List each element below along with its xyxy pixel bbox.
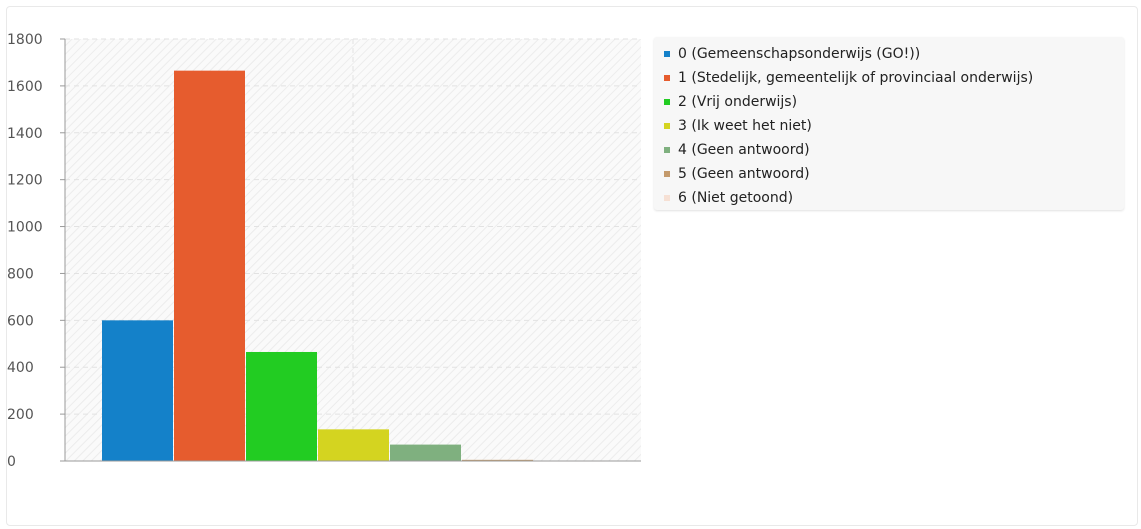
legend-item-1[interactable]: 1 (Stedelijk, gemeentelijk of provinciaa…	[664, 66, 1124, 90]
y-tick-label: 1400	[7, 126, 43, 142]
gridlines	[65, 38, 641, 461]
y-tick-label: 1800	[7, 32, 43, 48]
bar-3[interactable]	[318, 429, 389, 461]
y-tick-label: 600	[7, 313, 34, 329]
legend-swatch	[664, 51, 670, 57]
legend: 0 (Gemeenschapsonderwijs (GO!)) 1 (Stedel…	[654, 37, 1124, 210]
axes	[64, 39, 641, 462]
legend-label: 4 (Geen antwoord)	[678, 142, 810, 158]
legend-swatch	[664, 195, 670, 201]
y-tick-label: 0	[7, 454, 16, 470]
y-tick-label: 200	[7, 407, 34, 423]
y-tick-label: 1600	[7, 79, 43, 95]
legend-label: 1 (Stedelijk, gemeentelijk of provinciaa…	[678, 70, 1034, 86]
bar-1[interactable]	[174, 70, 245, 462]
legend-swatch	[664, 99, 670, 105]
legend-label: 2 (Vrij onderwijs)	[678, 94, 798, 110]
legend-swatch	[664, 147, 670, 153]
y-tick-label: 1000	[7, 220, 43, 236]
legend-item-6[interactable]: 6 (Niet getoond)	[664, 186, 1124, 210]
legend-item-2[interactable]: 2 (Vrij onderwijs)	[664, 90, 1124, 114]
bar-5[interactable]	[462, 459, 533, 461]
y-tick-label: 800	[7, 266, 34, 282]
legend-swatch	[664, 75, 670, 81]
bar-4[interactable]	[390, 444, 461, 461]
legend-label: 5 (Geen antwoord)	[678, 166, 810, 182]
legend-label: 6 (Niet getoond)	[678, 190, 794, 206]
legend-item-0[interactable]: 0 (Gemeenschapsonderwijs (GO!))	[664, 42, 1124, 66]
legend-label: 0 (Gemeenschapsonderwijs (GO!))	[678, 46, 921, 62]
bar-0[interactable]	[102, 320, 173, 461]
legend-swatch	[664, 171, 670, 177]
bar-2[interactable]	[246, 351, 317, 461]
y-axis-ticks: 0 200 400 600 800 1000 1200 1400 1600 1800	[7, 32, 65, 470]
legend-label: 3 (Ik weet het niet)	[678, 118, 812, 134]
bars	[102, 70, 605, 462]
legend-item-3[interactable]: 3 (Ik weet het niet)	[664, 114, 1124, 138]
legend-swatch	[664, 123, 670, 129]
y-tick-label: 400	[7, 360, 34, 376]
legend-item-5[interactable]: 5 (Geen antwoord)	[664, 162, 1124, 186]
y-tick-label: 1200	[7, 173, 43, 189]
legend-item-4[interactable]: 4 (Geen antwoord)	[664, 138, 1124, 162]
